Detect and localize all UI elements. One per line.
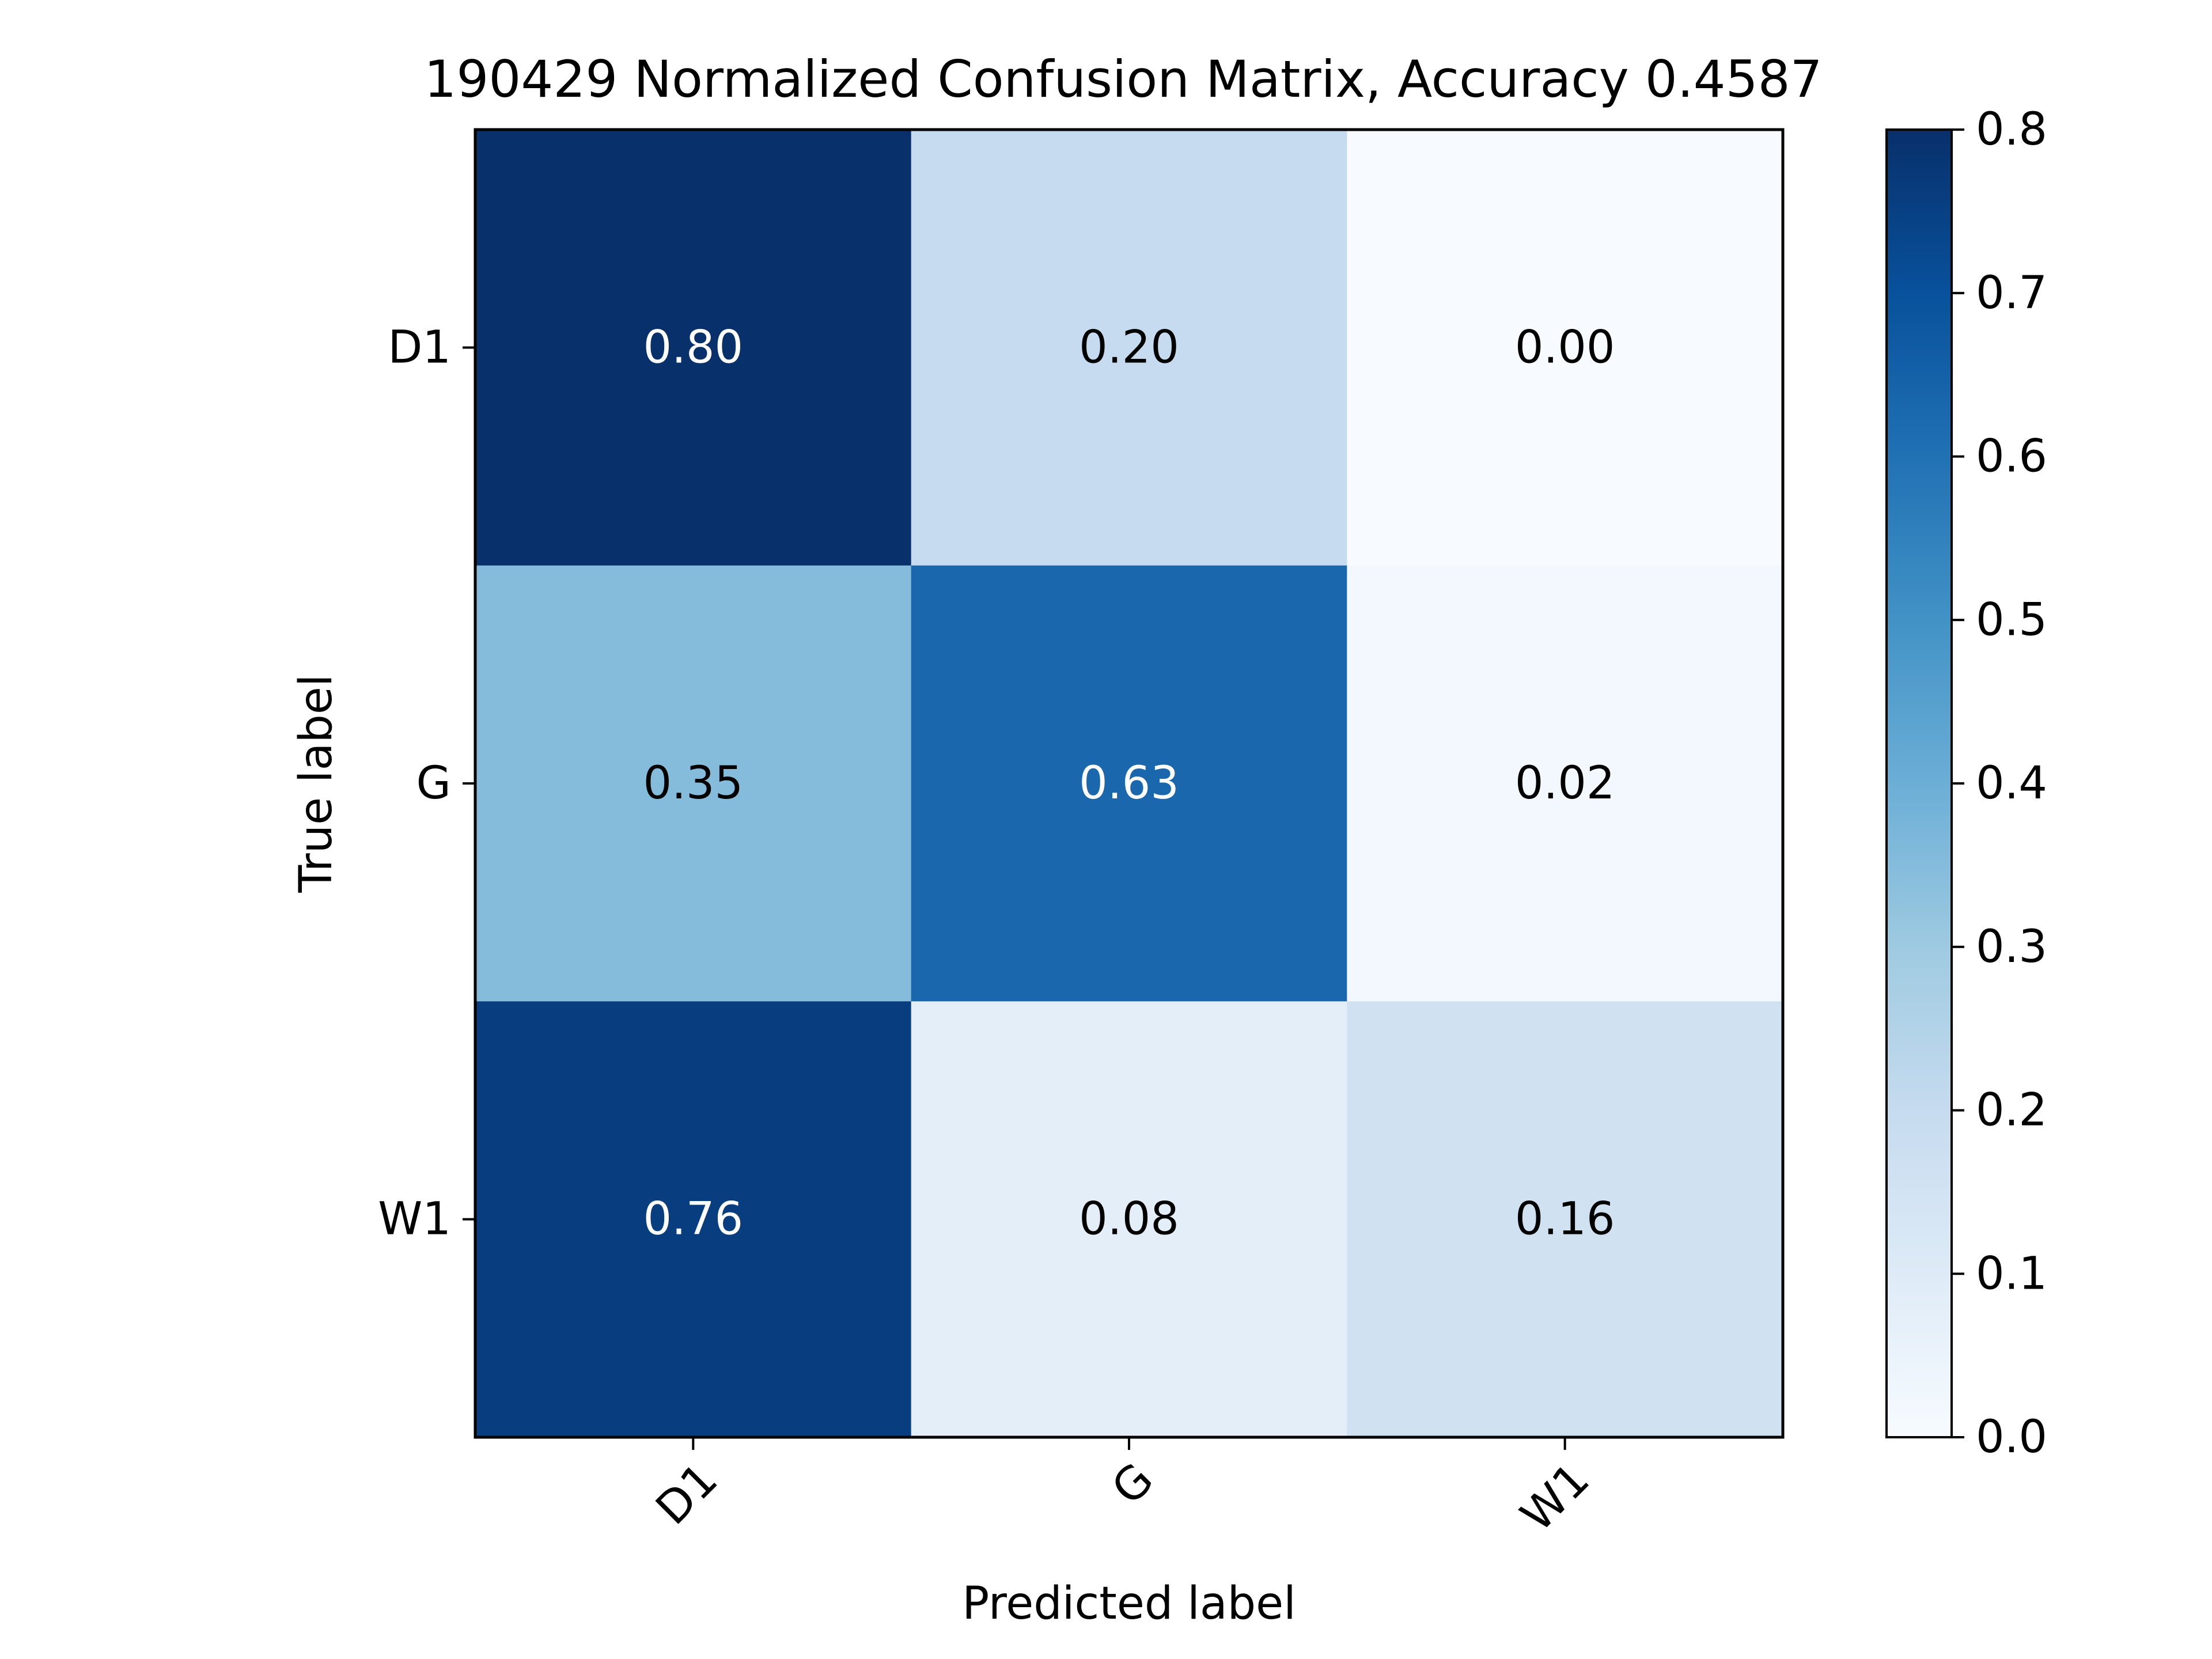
heatmap-cells	[475, 130, 1783, 1438]
y-tick-label: D1	[388, 321, 451, 373]
cell-value-label: 0.80	[643, 321, 743, 373]
colorbar-tick-label: 0.1	[1976, 1248, 2047, 1300]
x-tick-label: D1	[646, 1453, 728, 1535]
y-tick-label: G	[416, 757, 451, 809]
colorbar-tick-label: 0.6	[1976, 431, 2047, 483]
colorbar-ticks: 0.0 0.1 0.2 0.3 0.4 0.5 0.6 0.7 0.8	[1952, 104, 2047, 1463]
cell-value-label: 0.63	[1079, 757, 1179, 809]
y-axis-ticks: D1 G W1	[378, 321, 475, 1245]
colorbar-tick-label: 0.3	[1976, 921, 2047, 973]
y-axis-label: True label	[290, 674, 342, 893]
colorbar-tick-label: 0.8	[1976, 104, 2047, 156]
cell-value-label: 0.20	[1079, 321, 1179, 373]
heatmap-cell-labels: 0.80 0.20 0.00 0.35 0.63 0.02 0.76 0.08 0.16	[643, 321, 1615, 1245]
colorbar-tick-label: 0.7	[1976, 267, 2047, 319]
x-axis-ticks: D1 G W1	[646, 1437, 1599, 1541]
colorbar-tick-label: 0.4	[1976, 757, 2047, 809]
x-tick-label: G	[1102, 1453, 1163, 1514]
colorbar	[1885, 128, 1953, 1438]
heatmap-cell	[1347, 565, 1783, 1002]
y-tick-label: W1	[378, 1194, 451, 1245]
x-axis-label: Predicted label	[962, 1578, 1296, 1630]
heatmap-cell	[911, 1001, 1347, 1438]
heatmap-cell	[1347, 1001, 1783, 1438]
x-tick-label: W1	[1511, 1453, 1599, 1541]
cell-value-label: 0.08	[1079, 1194, 1179, 1245]
colorbar-tick-label: 0.2	[1976, 1085, 2047, 1137]
colorbar-tick-label: 0.5	[1976, 594, 2047, 646]
heatmap-cell	[1347, 130, 1783, 566]
heatmap-cell	[475, 130, 912, 566]
heatmap-cell	[911, 565, 1347, 1002]
heatmap-cell	[911, 130, 1347, 566]
heatmap-cell	[475, 1001, 912, 1438]
colorbar-tick-label: 0.0	[1976, 1411, 2047, 1463]
cell-value-label: 0.00	[1515, 321, 1615, 373]
cell-value-label: 0.16	[1515, 1194, 1615, 1245]
cell-value-label: 0.02	[1515, 757, 1615, 809]
cell-value-label: 0.76	[643, 1194, 743, 1245]
heatmap-cell	[475, 565, 912, 1002]
cell-value-label: 0.35	[643, 757, 743, 809]
chart-title: 190429 Normalized Confusion Matrix, Accu…	[424, 50, 1822, 109]
